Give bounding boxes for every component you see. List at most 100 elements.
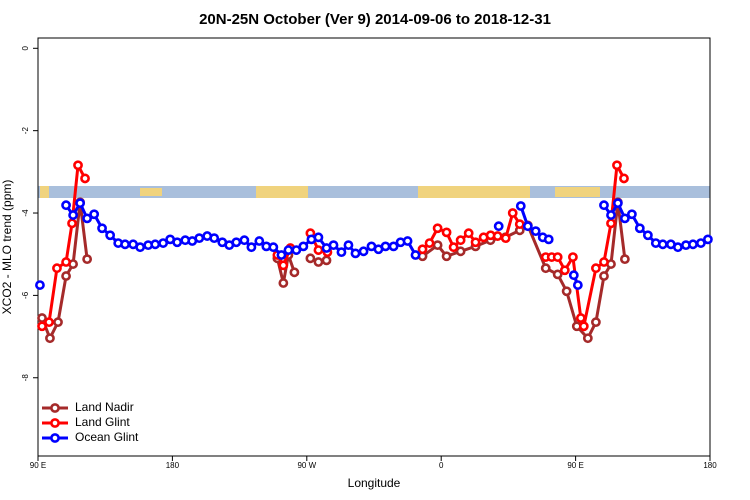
data-point bbox=[626, 209, 637, 220]
data-point bbox=[35, 280, 45, 290]
data-point bbox=[572, 280, 583, 290]
land-patch bbox=[555, 187, 600, 197]
y-tick-label: -4 bbox=[21, 209, 30, 217]
data-point bbox=[578, 321, 589, 332]
chart-title: 20N-25N October (Ver 9) 2014-09-06 to 20… bbox=[199, 11, 551, 28]
data-point bbox=[582, 333, 593, 344]
data-point bbox=[599, 271, 609, 281]
data-point bbox=[441, 251, 452, 262]
legend-label: Ocean Glint bbox=[75, 430, 139, 444]
data-point bbox=[591, 317, 601, 328]
y-tick-label: 0 bbox=[21, 46, 30, 51]
data-point bbox=[358, 246, 369, 257]
ocean-strip bbox=[38, 186, 710, 198]
data-point bbox=[380, 241, 391, 252]
data-point bbox=[44, 317, 54, 328]
data-point bbox=[688, 239, 698, 250]
data-point bbox=[552, 269, 563, 280]
plot-frame bbox=[37, 37, 711, 457]
data-point bbox=[268, 242, 279, 253]
legend-marker bbox=[50, 403, 60, 413]
y-axis-label: XCO2 - MLO trend (ppm) bbox=[0, 180, 14, 315]
data-point bbox=[695, 238, 706, 248]
data-point bbox=[67, 218, 77, 229]
data-point bbox=[540, 263, 551, 274]
data-point bbox=[278, 260, 289, 271]
data-point bbox=[424, 238, 435, 248]
data-point bbox=[432, 223, 443, 234]
data-point bbox=[350, 248, 361, 259]
data-point bbox=[448, 242, 459, 253]
data-point bbox=[455, 235, 466, 246]
data-point bbox=[507, 208, 518, 218]
data-point bbox=[568, 252, 578, 262]
x-tick-label: 90 W bbox=[297, 461, 316, 470]
data-point bbox=[150, 239, 161, 250]
data-point bbox=[455, 246, 466, 257]
data-point bbox=[82, 213, 93, 224]
data-point bbox=[599, 257, 609, 267]
data-point bbox=[53, 317, 63, 328]
data-point bbox=[591, 263, 601, 274]
data-point bbox=[410, 250, 421, 260]
data-point bbox=[276, 250, 287, 260]
data-point bbox=[278, 278, 289, 288]
data-point bbox=[530, 226, 541, 237]
data-point bbox=[543, 234, 554, 245]
data-point bbox=[158, 238, 169, 248]
data-point bbox=[239, 235, 250, 246]
data-point bbox=[328, 240, 339, 251]
data-point bbox=[522, 221, 533, 232]
y-tick-label: -2 bbox=[21, 127, 30, 135]
data-point bbox=[97, 223, 107, 234]
y-tick-label: -8 bbox=[21, 374, 30, 382]
data-point bbox=[305, 253, 316, 264]
data-point bbox=[515, 201, 526, 211]
data-point bbox=[61, 257, 71, 267]
data-point bbox=[599, 200, 609, 211]
data-point bbox=[82, 254, 93, 265]
data-point bbox=[493, 221, 504, 232]
data-point bbox=[492, 231, 503, 241]
data-point bbox=[514, 219, 525, 230]
data-point bbox=[89, 209, 100, 220]
legend-label: Land Glint bbox=[75, 415, 130, 429]
data-point bbox=[336, 247, 347, 258]
x-tick-label: 90 E bbox=[567, 461, 583, 470]
data-point bbox=[254, 236, 265, 246]
data-point bbox=[634, 223, 645, 234]
data-point bbox=[283, 245, 294, 255]
data-point bbox=[120, 239, 130, 250]
data-point bbox=[441, 227, 452, 238]
data-point bbox=[61, 200, 71, 211]
data-point bbox=[321, 255, 332, 266]
legend-marker bbox=[50, 418, 60, 428]
data-point bbox=[73, 160, 83, 171]
data-point bbox=[194, 233, 205, 244]
x-tick-label: 180 bbox=[166, 461, 180, 470]
data-point bbox=[470, 237, 481, 248]
data-point bbox=[209, 233, 220, 244]
land-patch bbox=[40, 186, 49, 198]
land-patch bbox=[256, 186, 308, 198]
data-point bbox=[52, 263, 62, 274]
data-point bbox=[612, 160, 622, 171]
data-point bbox=[172, 237, 183, 248]
data-point bbox=[313, 257, 324, 267]
data-point bbox=[61, 271, 71, 281]
data-point bbox=[313, 245, 324, 255]
data-point bbox=[463, 228, 474, 239]
data-point bbox=[575, 313, 586, 323]
data-point bbox=[559, 265, 570, 276]
data-point bbox=[289, 267, 300, 278]
data-point bbox=[75, 198, 86, 209]
data-point bbox=[500, 233, 511, 244]
data-point bbox=[417, 244, 428, 255]
data-point bbox=[313, 232, 324, 243]
data-point bbox=[246, 242, 257, 253]
data-point bbox=[105, 230, 116, 241]
data-point bbox=[619, 173, 629, 184]
x-tick-label: 90 E bbox=[30, 461, 46, 470]
